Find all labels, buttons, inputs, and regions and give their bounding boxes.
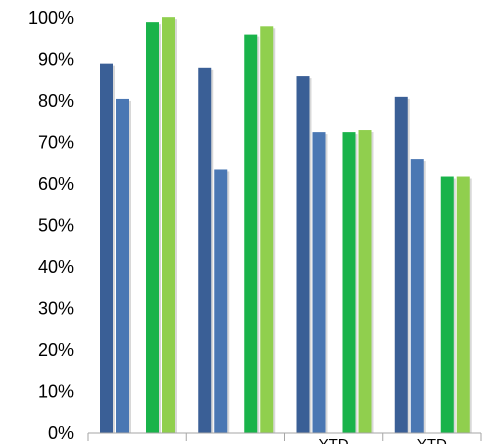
bar-s1-c1 [100, 63, 113, 434]
x-category-label: YTD [417, 436, 447, 444]
x-axis-ticks [87, 433, 482, 441]
y-axis-tick-labels: 0% 10% 20% 30% 40% 50% 60% 70% 80% 90% 100% [28, 8, 74, 443]
bar-s1-c3 [296, 76, 310, 433]
y-tick-label: 0% [48, 423, 74, 443]
y-tick-label: 40% [38, 257, 74, 277]
bar-s4-c2 [260, 26, 274, 434]
bar-s3-c3 [342, 132, 356, 433]
y-tick-label: 50% [38, 216, 74, 236]
bar-s4-c1 [162, 17, 175, 433]
y-tick-label: 70% [38, 133, 74, 153]
bar-s2-c4 [410, 159, 424, 433]
y-tick-label: 80% [38, 91, 74, 111]
bar-s2-c3 [312, 132, 326, 433]
bar-s2-c2 [214, 169, 228, 433]
bar-s1-c4 [394, 96, 408, 433]
y-tick-label: 100% [28, 8, 74, 28]
y-tick-label: 20% [38, 340, 74, 360]
bar-s3-c4 [440, 176, 454, 433]
bar-s3-c2 [244, 34, 258, 433]
bar-s4-c4 [456, 176, 470, 433]
bar-s2-c1 [116, 98, 129, 434]
bars-layer [100, 17, 472, 434]
y-tick-label: 30% [38, 299, 74, 319]
bar-s3-c1 [146, 22, 159, 434]
y-tick-label: 90% [38, 50, 74, 70]
bar-s4-c3 [358, 130, 372, 434]
x-category-label: YTD [319, 436, 349, 444]
x-axis-category-labels: YTD YTD [319, 436, 447, 444]
y-tick-label: 10% [38, 382, 74, 402]
bar-s1-c2 [198, 67, 212, 434]
y-tick-label: 60% [38, 174, 74, 194]
